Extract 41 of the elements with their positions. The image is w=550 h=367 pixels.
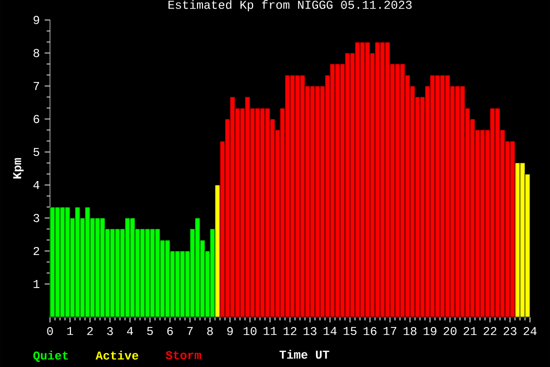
x-tick-label: 23 (504, 327, 516, 336)
x-tick-label: 17 (384, 327, 396, 335)
x-tick-label: 19 (424, 327, 436, 336)
x-tick-label: 6 (167, 327, 173, 336)
y-tick-label: 9 (34, 16, 40, 24)
x-tick-label: 15 (344, 327, 356, 336)
x-tick-label: 16 (364, 327, 376, 336)
x-tick-label: 22 (484, 327, 496, 336)
x-tick-label: 4 (127, 327, 133, 335)
y-tick-label: 3 (34, 214, 40, 222)
x-tick-label: 24 (524, 327, 537, 336)
x-tick-label: 10 (244, 327, 256, 336)
y-tick-label: 5 (34, 148, 40, 156)
x-tick-label: 7 (187, 327, 193, 335)
x-axis-title: Time UT (280, 350, 330, 359)
y-tick-label: 2 (34, 246, 40, 255)
x-tick-label: 11 (264, 327, 277, 335)
x-tick-label: 21 (464, 327, 477, 336)
bar (50, 206, 56, 318)
y-tick-label: 4 (33, 181, 40, 189)
x-tick-label: 18 (404, 327, 416, 336)
x-tick-label: 13 (304, 327, 316, 336)
text: Quiet (33, 350, 68, 362)
x-tick-label: 8 (207, 327, 213, 336)
text: Storm (166, 351, 202, 360)
y-tick-label: 7 (34, 82, 40, 90)
x-tick-label: 14 (324, 327, 337, 335)
y-axis-title: Kpm (13, 158, 24, 178)
x-tick-label: 9 (227, 327, 233, 336)
y-tick-label: 6 (34, 114, 40, 124)
x-tick-label: 1 (67, 327, 74, 335)
y-tick-label: 1 (34, 280, 40, 288)
x-tick-label: 20 (444, 327, 456, 336)
x-tick-label: 0 (47, 327, 53, 336)
x-tick-label: 12 (284, 327, 296, 336)
x-tick-label: 2 (87, 327, 93, 336)
y-tick-label: 8 (34, 48, 40, 58)
x-tick-label: 3 (107, 327, 113, 336)
text: Active (96, 350, 138, 360)
x-tick-label: 5 (147, 327, 153, 336)
chart-title: Estimated Kp from NIGGG 05.11.2023 (168, 0, 412, 12)
